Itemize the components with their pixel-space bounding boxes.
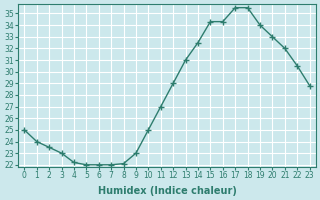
- X-axis label: Humidex (Indice chaleur): Humidex (Indice chaleur): [98, 186, 236, 196]
